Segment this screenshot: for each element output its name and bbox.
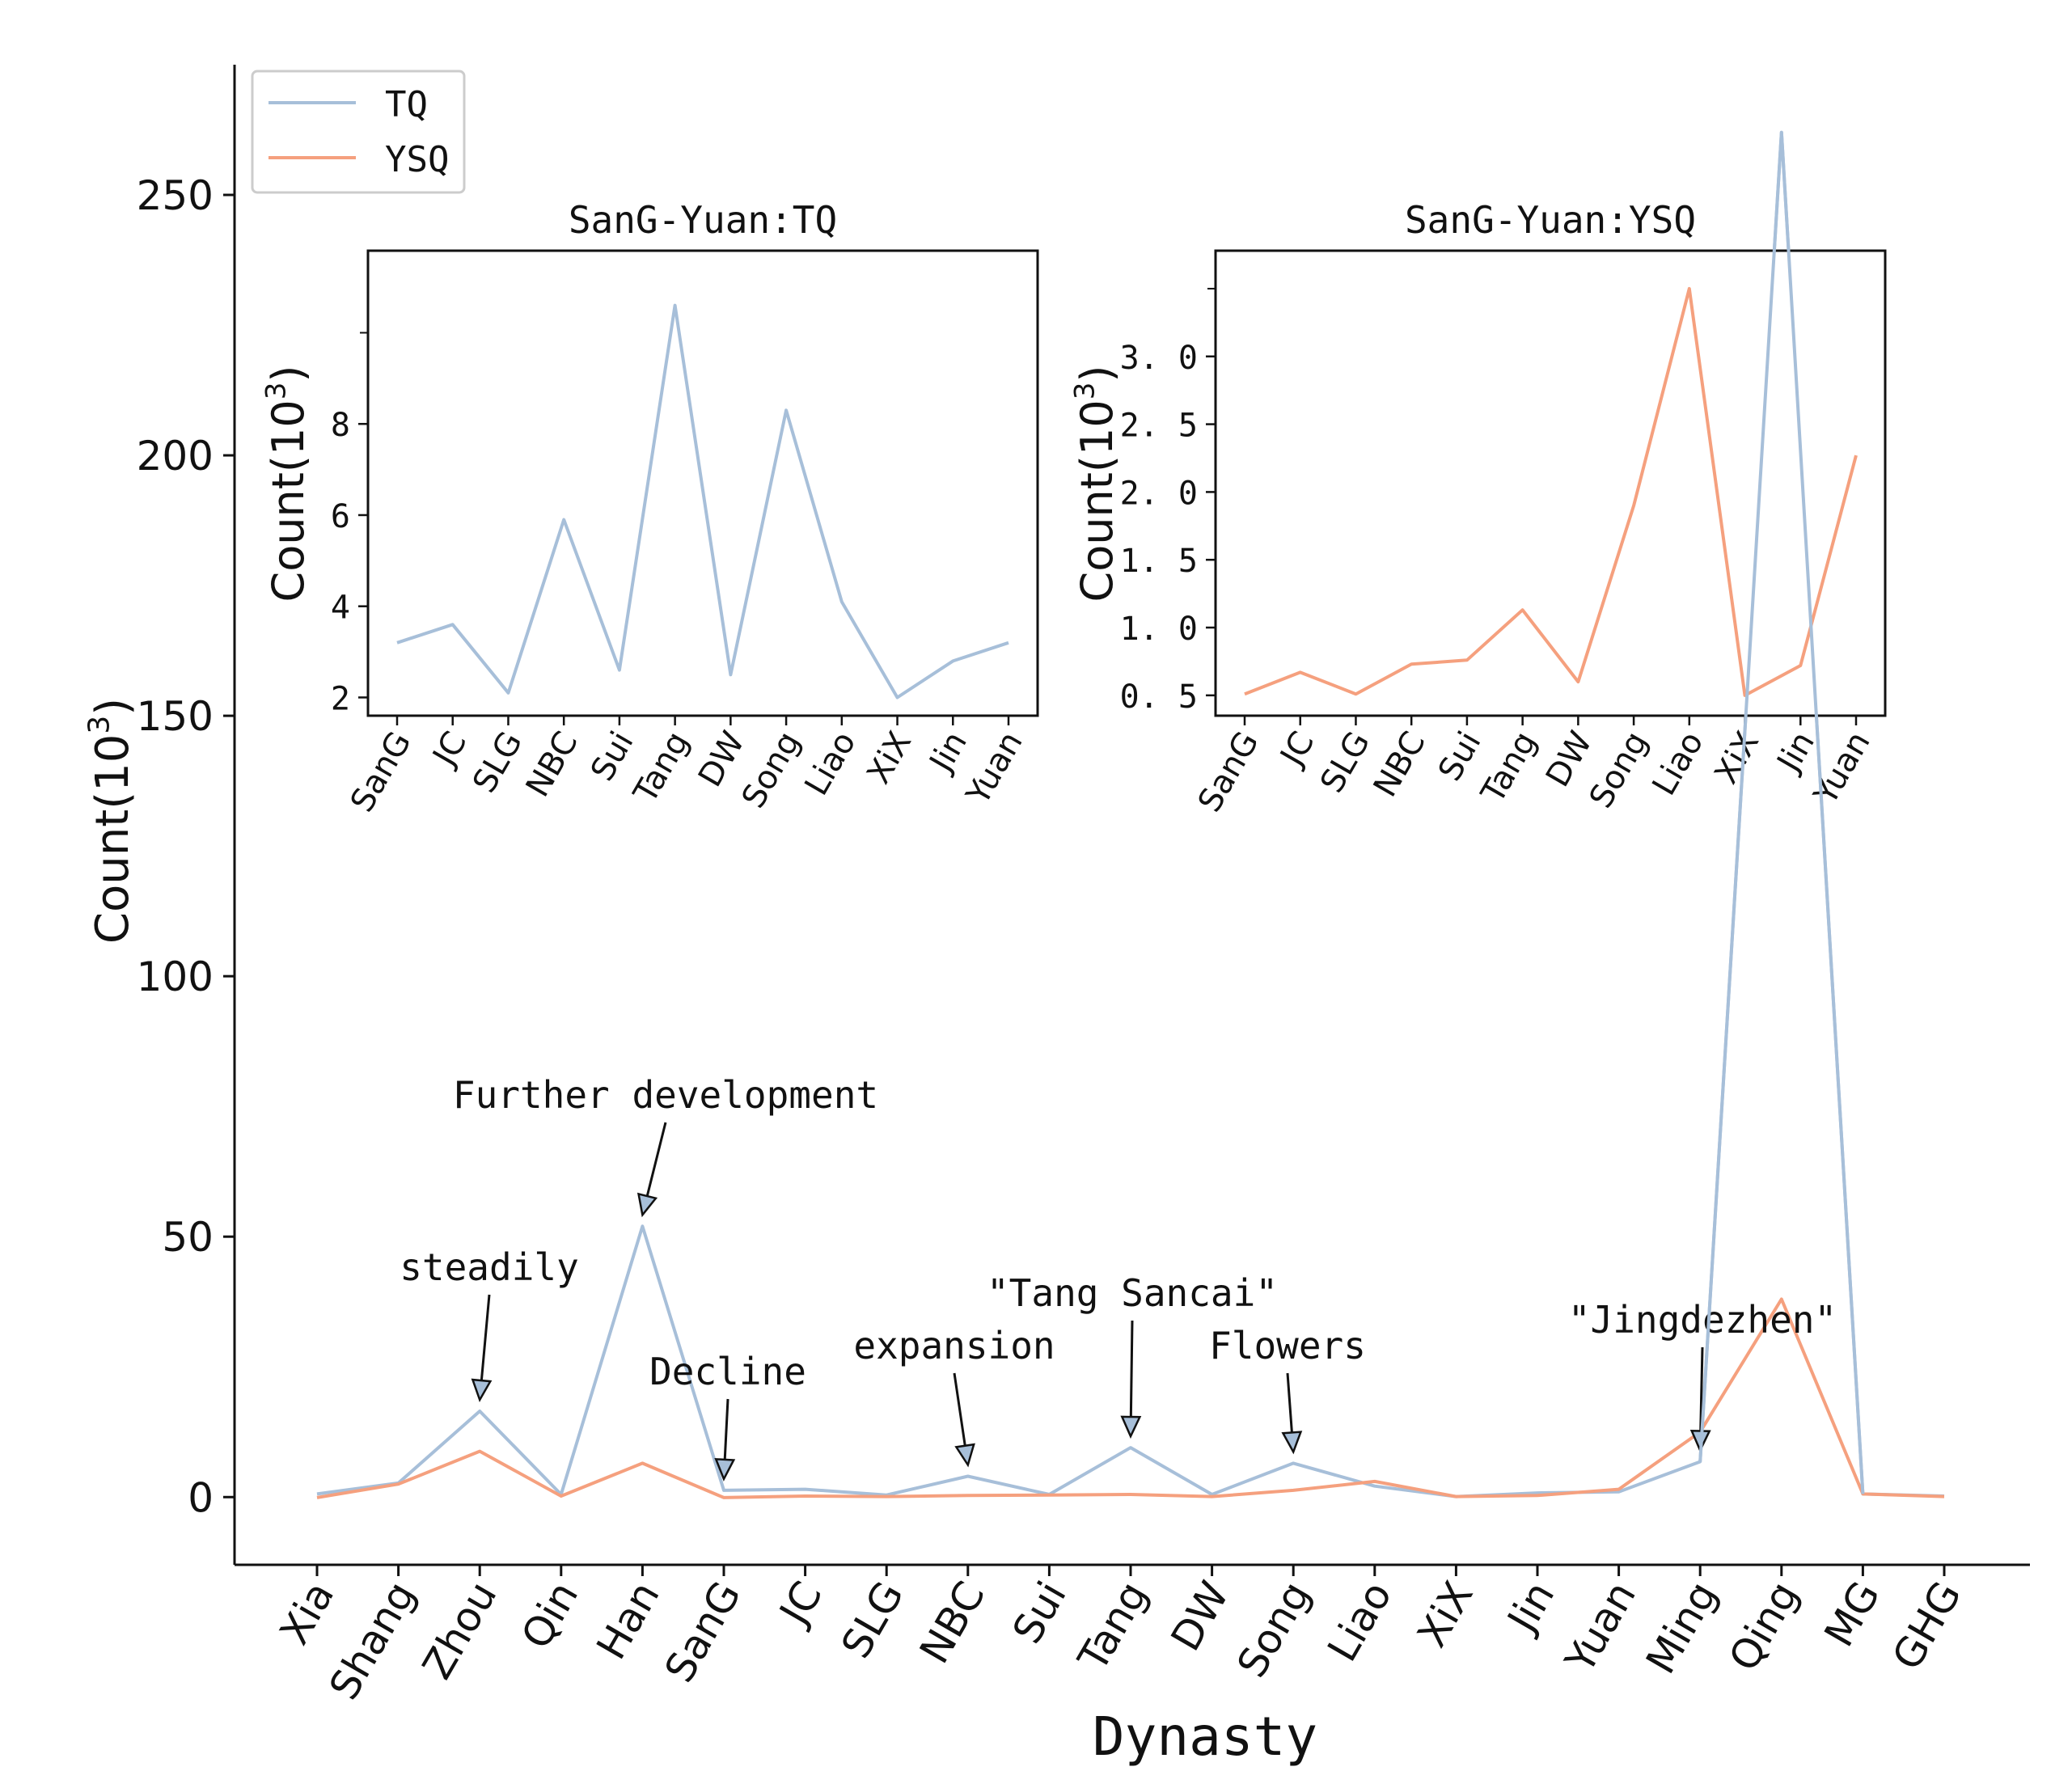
inset-y-tick-label: 3. 0 <box>1120 340 1198 377</box>
main-y-axis-label-text: Count <box>87 809 139 944</box>
main-series-line-tq-overlap <box>1698 130 1865 1494</box>
inset-ysq-y-axis-label-unit-close: ) <box>1072 366 1123 383</box>
inset-series-line-ysq <box>1244 286 1858 697</box>
main-y-tick-label: 150 <box>137 693 214 740</box>
annotation-label: steadily <box>400 1245 579 1289</box>
main-y-axis-label-exponent: 3 <box>82 716 116 734</box>
inset-y-tick-label: 2. 0 <box>1120 475 1198 512</box>
annotation-arrow-shaft <box>953 1372 966 1446</box>
inset-tq-y-axis-label-unit: (10 <box>263 399 314 472</box>
annotation-arrow-shaft <box>1699 1346 1704 1431</box>
main-y-axis-label-unit-close: ) <box>87 698 139 716</box>
annotation-label: Further development <box>453 1073 878 1117</box>
inset-frame <box>1214 249 1887 717</box>
inset-y-tick-label: 0. 5 <box>1120 678 1198 716</box>
inset-tq-y-axis-label-unit-close: ) <box>263 366 314 383</box>
annotation-arrow-head <box>714 1458 736 1482</box>
legend-label-tq: TQ <box>385 84 428 125</box>
annotation-label: Flowers <box>1209 1324 1366 1367</box>
inset-y-tick-label: 8 <box>331 407 350 444</box>
legend-label-ysq: YSQ <box>385 139 449 180</box>
inset-ysq-y-axis-label-exponent: 3 <box>1068 383 1101 400</box>
main-y-axis-label-unit: (10 <box>87 734 139 809</box>
annotation-arrow-shaft <box>480 1294 491 1381</box>
main-y-tick-label: 200 <box>137 433 214 480</box>
main-legend: TQ YSQ <box>251 70 466 194</box>
annotation-arrow-shaft <box>1286 1372 1293 1433</box>
inset-tq-y-axis-label-exponent: 3 <box>260 383 292 400</box>
annotation-label: expansion <box>853 1324 1055 1367</box>
main-y-tick-label: 250 <box>137 172 214 219</box>
inset-y-tick-label: 1. 0 <box>1120 611 1198 648</box>
inset-title: SanG-Yuan:YSQ <box>1405 198 1696 242</box>
annotation-arrow-head <box>1281 1431 1303 1455</box>
inset-y-tick-label: 4 <box>331 590 350 627</box>
inset-tq-y-axis-label-text: Count <box>263 472 314 602</box>
annotation-arrow-head <box>954 1443 975 1468</box>
inset-title: SanG-Yuan:TQ <box>569 198 837 242</box>
inset-y-tick-label: 2 <box>331 680 350 717</box>
annotation-label: Decline <box>649 1350 806 1393</box>
inset-ysq-y-axis-label: Count(103) <box>1068 366 1123 602</box>
main-y-tick-label: 50 <box>162 1214 214 1261</box>
annotation-label: "Jingdezhen" <box>1568 1298 1837 1342</box>
annotation-arrow-head <box>636 1192 658 1218</box>
annotation-arrow-shaft <box>1129 1320 1134 1418</box>
inset-tq-y-axis-label: Count(103) <box>260 366 314 602</box>
main-series-line-ysq <box>316 1297 1945 1499</box>
inset-ysq-y-axis-label-text: Count <box>1072 472 1123 602</box>
main-x-axis-label: Dynasty <box>1093 1706 1317 1768</box>
annotation-arrow-shaft <box>723 1398 729 1460</box>
annotation-arrow-shaft <box>645 1122 667 1197</box>
main-y-tick-label: 0 <box>188 1474 214 1521</box>
main-y-tick-label: 100 <box>137 953 214 1000</box>
annotation-label: "Tang Sancai" <box>987 1271 1278 1315</box>
inset-ysq-y-axis-label-unit: (10 <box>1072 399 1123 472</box>
annotation-arrow-head <box>1120 1415 1142 1439</box>
inset-y-tick-label: 1. 5 <box>1120 543 1198 580</box>
main-y-axis-label: Count(103) <box>82 698 139 944</box>
annotation-arrow-head <box>471 1378 493 1402</box>
inset-y-tick-label: 2. 5 <box>1120 408 1198 445</box>
main-series-line-tq <box>316 130 1945 1498</box>
inset-y-tick-label: 6 <box>331 498 350 535</box>
inset-series-line-tq <box>396 303 1009 700</box>
